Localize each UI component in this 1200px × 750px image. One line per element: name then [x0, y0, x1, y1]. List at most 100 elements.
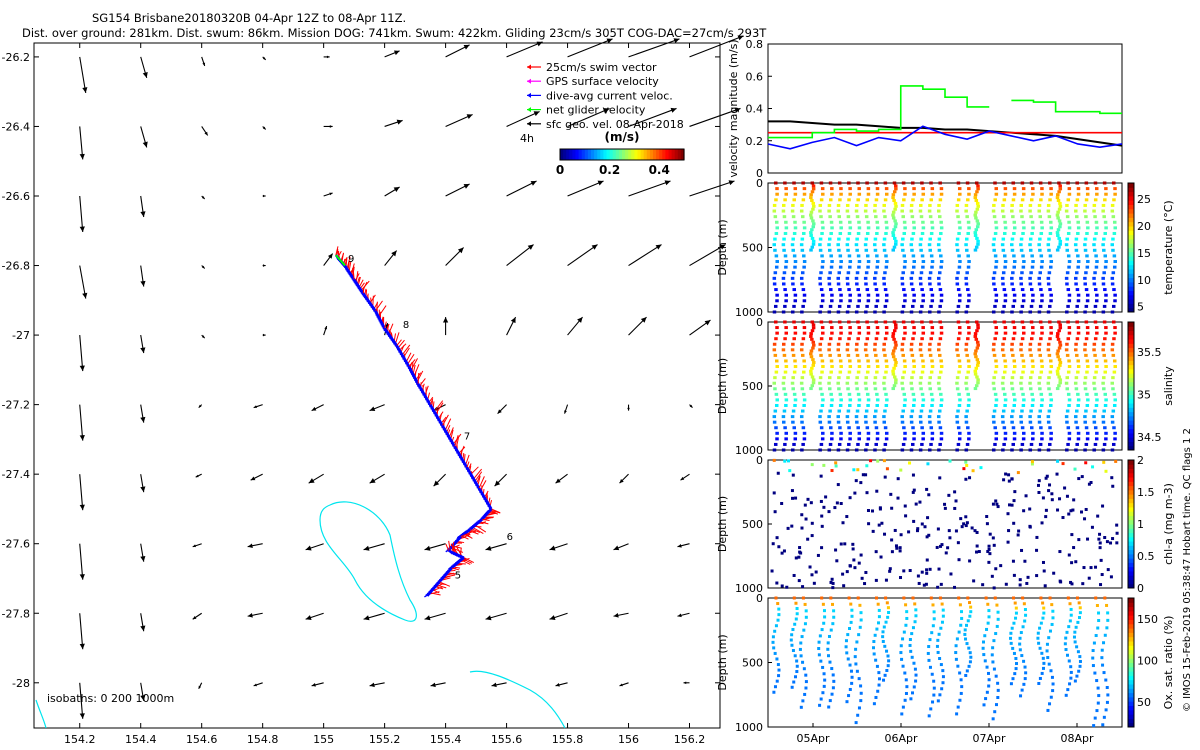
temp-point: [1020, 271, 1024, 275]
temp-point: [911, 198, 915, 202]
sal-point: [1083, 342, 1087, 346]
sal-point: [1074, 448, 1078, 452]
temp-point: [1067, 265, 1071, 269]
sal-point: [1112, 403, 1117, 407]
sal-point: [873, 415, 877, 419]
oxy-point: [899, 651, 903, 655]
temp-point: [793, 187, 798, 191]
sal-point: [775, 431, 779, 435]
sal-point: [1039, 359, 1044, 363]
temp-point: [836, 203, 841, 207]
sal-point: [865, 320, 869, 324]
temp-point: [1029, 198, 1034, 202]
temp-point: [801, 288, 806, 292]
oxy-point: [901, 664, 905, 668]
oxy-point: [1097, 619, 1101, 623]
temp-point: [1011, 198, 1016, 202]
chla-point: [912, 519, 916, 523]
colorbar-frame: [1127, 182, 1135, 313]
chla-point: [1110, 476, 1114, 480]
sal-point: [1093, 442, 1098, 446]
temp-point: [791, 203, 795, 207]
oxy-point: [968, 660, 972, 664]
oxy-point: [1020, 654, 1024, 658]
map-ytick-label: -27.6: [2, 538, 30, 551]
chla-point: [831, 581, 835, 585]
colorbar-cell: [606, 149, 611, 160]
oxy-point: [955, 637, 959, 641]
temp-point: [891, 210, 896, 214]
oxy-point: [957, 596, 961, 600]
oxy-point: [941, 681, 945, 685]
oxy-point: [936, 699, 940, 703]
temp-point: [1086, 226, 1090, 230]
oxy-point: [1015, 662, 1019, 666]
sal-point: [900, 448, 905, 452]
geo-velocity-arrowhead: [363, 545, 370, 551]
colorbar-tick-label: 10: [1137, 274, 1151, 287]
sal-point: [1067, 437, 1072, 441]
sal-point: [1039, 337, 1043, 341]
sal-point: [1003, 392, 1007, 396]
chla-point: [1007, 479, 1011, 483]
temp-point: [782, 237, 786, 241]
chla-point: [885, 467, 889, 471]
chla-point: [972, 579, 976, 583]
sal-point: [1101, 415, 1105, 419]
temp-point: [784, 265, 788, 269]
chla-point: [880, 521, 884, 525]
oxy-point: [1049, 669, 1053, 673]
sal-point: [1003, 431, 1008, 435]
oxy-point: [875, 664, 879, 668]
temp-point: [921, 187, 925, 191]
sal-point: [800, 342, 804, 346]
sal-point: [854, 415, 859, 419]
chla-point: [988, 532, 992, 536]
sal-point: [883, 409, 887, 413]
sal-point: [801, 337, 806, 341]
sal-point: [1085, 326, 1090, 330]
oxy-point: [792, 680, 796, 684]
temp-point: [1011, 181, 1016, 185]
depth-ytick-label: 1000: [735, 721, 763, 734]
sal-point: [992, 353, 997, 357]
sal-point: [957, 437, 962, 441]
sal-point: [855, 342, 859, 346]
chla-point: [770, 569, 774, 573]
sal-point: [1049, 403, 1053, 407]
geo-velocity-arrowhead: [430, 682, 436, 688]
chla-point: [841, 572, 845, 576]
temp-point: [1065, 248, 1070, 252]
colorbar-cell: [1128, 485, 1134, 491]
oxy-point: [928, 665, 932, 669]
sal-point: [793, 398, 798, 402]
temp-point: [1028, 237, 1033, 241]
temp-point: [939, 231, 943, 235]
temp-point: [846, 215, 851, 219]
sal-point: [854, 348, 859, 352]
colorbar-cell: [680, 149, 685, 160]
sal-point: [939, 326, 944, 330]
oxy-point: [996, 688, 1000, 692]
temp-point: [912, 265, 916, 269]
sal-point: [967, 437, 971, 441]
sal-point: [865, 426, 870, 430]
temp-point: [993, 181, 997, 185]
oxy-point: [938, 657, 942, 661]
chla-point: [859, 553, 863, 557]
oxy-point: [828, 660, 832, 664]
temp-point: [810, 236, 815, 240]
colorbar-cell: [1128, 570, 1134, 576]
temp-point: [883, 181, 888, 185]
swim-vector: [424, 385, 429, 396]
geo-velocity-arrow: [628, 244, 662, 267]
map-ytick-label: -26.6: [2, 190, 30, 203]
sal-point: [894, 361, 898, 365]
sal-point: [783, 337, 787, 341]
sal-point: [938, 337, 943, 341]
sal-point: [836, 420, 841, 424]
temp-point: [884, 192, 889, 196]
sal-point: [1058, 361, 1063, 365]
colorbar-cell: [1128, 489, 1134, 495]
